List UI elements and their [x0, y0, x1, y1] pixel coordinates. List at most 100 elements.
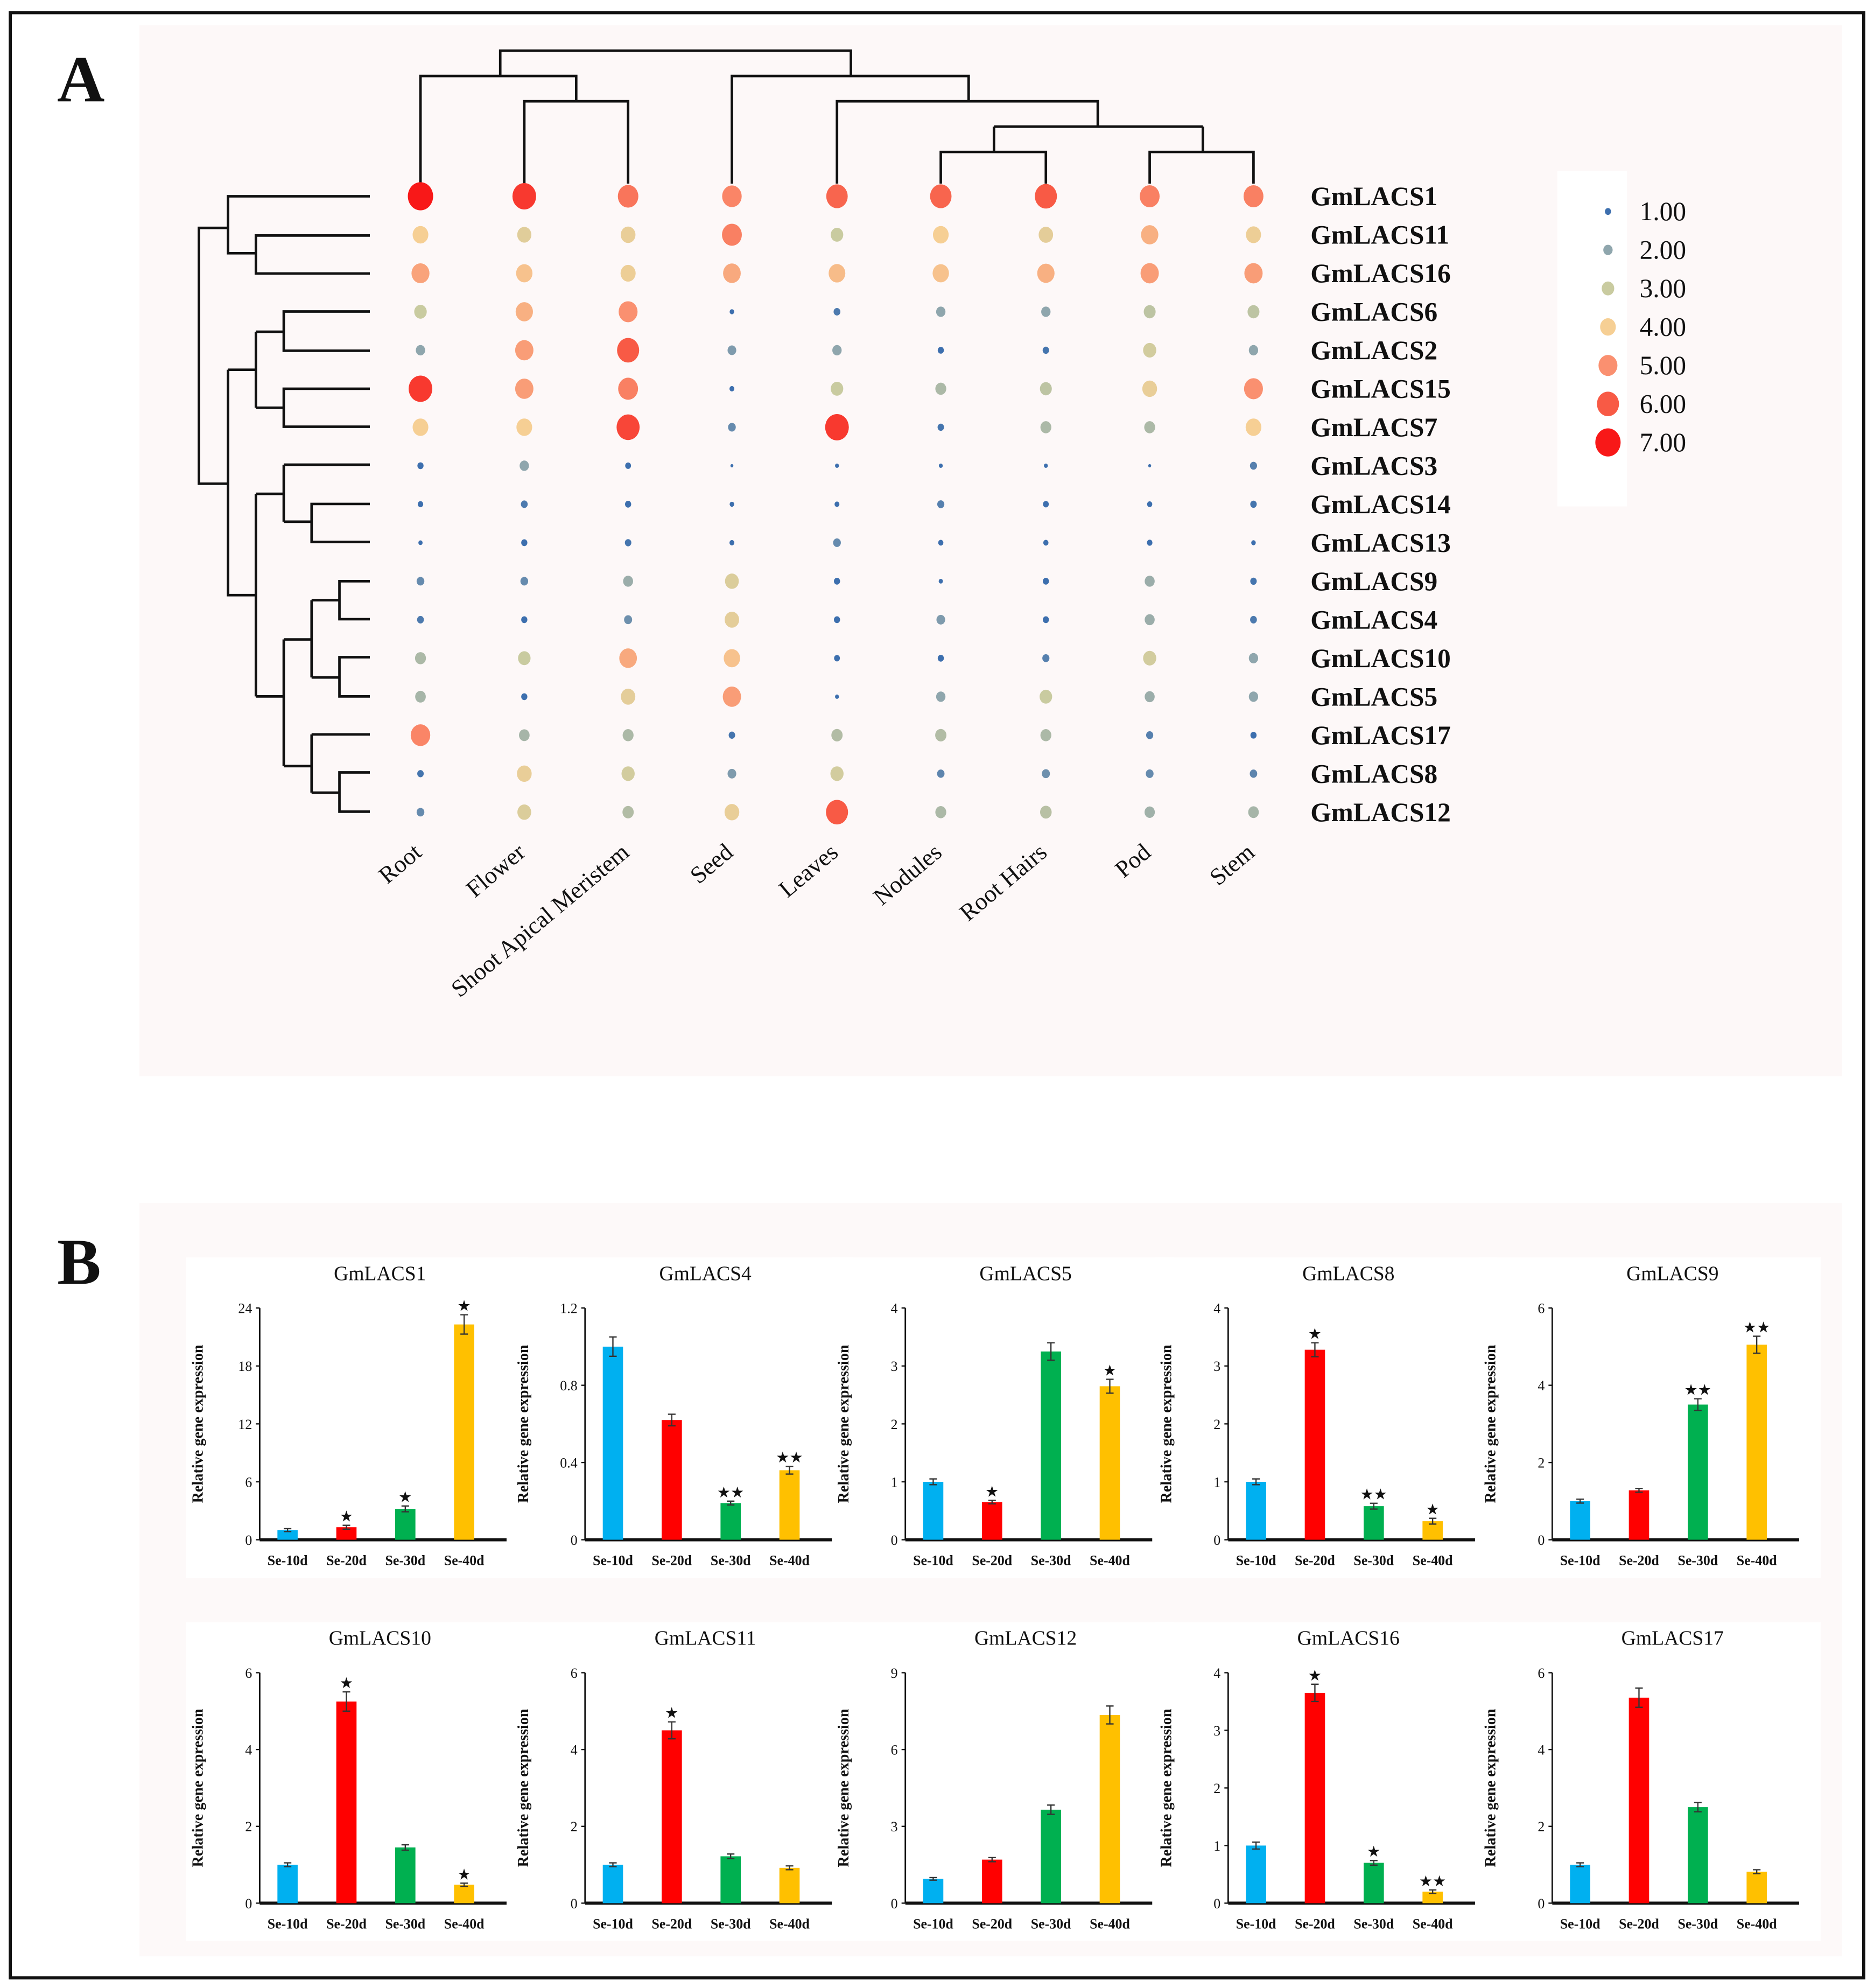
bubble-GmLACS10-7: [1143, 650, 1156, 666]
gene-label: GmLACS5: [1310, 682, 1437, 711]
chart-background: [511, 1622, 854, 1941]
error-bar: [727, 1500, 735, 1506]
bubble-GmLACS9-8: [1250, 577, 1257, 585]
bubble-GmLACS15-8: [1244, 378, 1263, 400]
x-tick-label: Se-10d: [593, 1553, 633, 1569]
x-tick-label: Se-30d: [711, 1916, 751, 1931]
y-tick-label: 1: [1213, 1474, 1220, 1490]
significance-star: ★★: [1685, 1382, 1712, 1399]
error-bar: [1429, 1889, 1437, 1894]
bubble-GmLACS11-8: [1246, 226, 1261, 243]
bar-Se-10d: [602, 1346, 623, 1540]
y-tick-label: 6: [891, 1742, 898, 1758]
bubble-GmLACS4-4: [834, 616, 840, 624]
error-bar: [1576, 1499, 1584, 1504]
significance-star: ★★: [1419, 1873, 1447, 1890]
bubble-GmLACS10-1: [518, 651, 531, 666]
x-tick-label: Se-20d: [972, 1553, 1012, 1569]
bar-Se-20d: [662, 1730, 682, 1903]
bubble-GmLACS7-4: [825, 414, 849, 440]
bubble-GmLACS17-2: [622, 729, 634, 741]
chart-title: GmLACS10: [329, 1627, 431, 1650]
y-axis-label: Relative gene expression: [515, 1345, 532, 1503]
y-tick-label: 3: [1213, 1723, 1220, 1739]
bar-Se-40d: [454, 1885, 474, 1903]
chart-title: GmLACS17: [1622, 1627, 1724, 1650]
bar-chart-GmLACS8: GmLACS8 0 1 2 3 4 Relative gene expression Se-1…: [1154, 1257, 1497, 1578]
bubble-GmLACS9-4: [834, 578, 840, 585]
bubble-GmLACS14-3: [729, 501, 734, 507]
y-tick-label: 1.2: [560, 1301, 577, 1317]
bubble-GmLACS17-0: [410, 724, 431, 746]
bubble-GmLACS13-0: [418, 540, 423, 545]
gene-label: GmLACS14: [1310, 489, 1451, 519]
y-tick-label: 0: [245, 1532, 252, 1548]
bubble-GmLACS17-8: [1250, 731, 1257, 739]
figure-border: [9, 11, 1865, 1980]
y-axis-label: Relative gene expression: [836, 1345, 852, 1503]
x-tick-label: Se-10d: [913, 1916, 953, 1931]
bubble-GmLACS15-1: [515, 379, 534, 399]
y-axis-label: Relative gene expression: [515, 1709, 532, 1867]
error-bar: [1429, 1517, 1437, 1525]
y-tick-label: 6: [1538, 1301, 1545, 1317]
bubble-GmLACS6-5: [936, 306, 946, 317]
bubble-GmLACS1-0: [408, 182, 433, 211]
gene-label: GmLACS9: [1310, 566, 1437, 596]
y-tick-label: 0: [1538, 1532, 1545, 1548]
x-tick-label: Se-20d: [972, 1916, 1012, 1931]
error-bar: [1576, 1862, 1584, 1867]
significance-star: ★★: [1360, 1487, 1388, 1503]
bar-Se-30d: [1363, 1863, 1384, 1903]
error-bar: [727, 1853, 735, 1859]
bubble-GmLACS6-3: [729, 309, 734, 314]
gene-label: GmLACS3: [1310, 451, 1437, 480]
error-bar: [668, 1721, 676, 1740]
gene-label: GmLACS13: [1310, 528, 1451, 557]
bubble-GmLACS5-6: [1040, 689, 1052, 704]
bubble-GmLACS16-5: [932, 264, 949, 283]
bubble-GmLACS15-6: [1040, 382, 1052, 396]
y-tick-label: 9: [891, 1665, 898, 1681]
x-tick-label: Se-20d: [1295, 1916, 1335, 1931]
bar-Se-30d: [395, 1847, 416, 1903]
bubble-GmLACS3-8: [1250, 461, 1258, 470]
y-tick-label: 2: [245, 1819, 252, 1835]
error-bar: [1370, 1860, 1378, 1866]
bubble-GmLACS10-6: [1042, 654, 1050, 662]
bubble-GmLACS16-6: [1037, 263, 1055, 283]
bar-Se-40d: [1099, 1386, 1120, 1540]
bubble-GmLACS6-8: [1247, 305, 1260, 319]
legend-box: [1557, 171, 1627, 507]
bubble-GmLACS12-8: [1248, 806, 1259, 818]
bubble-GmLACS15-7: [1142, 380, 1157, 397]
x-tick-label: Se-30d: [1031, 1916, 1071, 1931]
bubble-GmLACS7-6: [1040, 421, 1051, 433]
bubble-GmLACS11-4: [831, 228, 844, 242]
error-bar: [342, 1691, 350, 1712]
bar-Se-40d: [779, 1867, 800, 1903]
x-tick-label: Se-10d: [1236, 1553, 1276, 1569]
bubble-GmLACS14-7: [1147, 501, 1153, 507]
y-tick-label: 4: [891, 1301, 898, 1317]
bubble-GmLACS5-8: [1248, 691, 1259, 702]
y-tick-label: 6: [1538, 1665, 1545, 1681]
bubble-GmLACS3-3: [730, 464, 734, 467]
gene-label: GmLACS15: [1310, 374, 1451, 403]
bubble-GmLACS10-3: [724, 649, 740, 668]
bubble-GmLACS8-4: [830, 766, 844, 781]
bubble-GmLACS11-3: [722, 223, 742, 246]
legend-bubble: [1595, 428, 1621, 457]
x-tick-label: Se-20d: [326, 1916, 367, 1931]
row-dendrogram: [198, 195, 370, 813]
bubble-GmLACS7-0: [412, 418, 429, 436]
bubble-GmLACS3-4: [835, 463, 839, 468]
bubble-GmLACS13-2: [624, 539, 631, 547]
bubble-GmLACS13-4: [833, 538, 841, 547]
bar-Se-30d: [720, 1856, 741, 1903]
bubble-GmLACS14-0: [417, 501, 424, 508]
bubble-GmLACS14-5: [937, 500, 945, 508]
bubble-GmLACS4-5: [936, 614, 945, 625]
y-tick-label: 18: [238, 1359, 252, 1374]
gene-label: GmLACS11: [1310, 220, 1449, 249]
